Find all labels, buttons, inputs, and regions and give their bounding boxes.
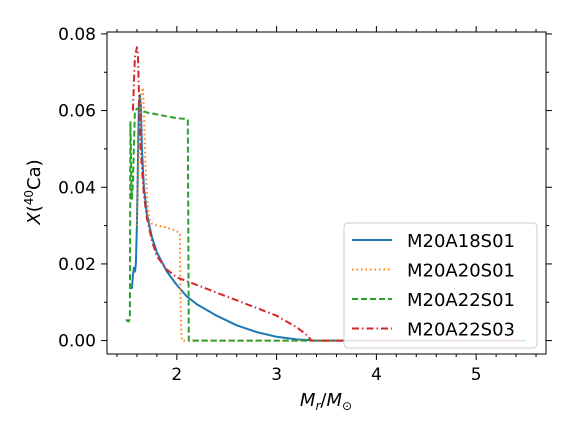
legend-label: M20A22S01	[407, 290, 515, 311]
x-axis-label: Mr/M⊙	[300, 390, 352, 413]
plot-frame	[106, 31, 547, 355]
legend-label: M20A18S01	[407, 231, 515, 252]
legend: M20A18S01 M20A20S01 M20A22S01 M20A22S03	[343, 222, 538, 349]
y-tick-label: 0.00	[58, 332, 96, 352]
y-tick-label: 0.02	[58, 255, 96, 275]
plot-lines	[125, 46, 526, 342]
x-tick-label: 2	[171, 365, 182, 385]
series-line-m20a22s03	[131, 46, 526, 342]
y-tick-label: 0.08	[58, 25, 96, 45]
axis-ticks	[101, 26, 552, 360]
y-tick-label: 0.04	[58, 178, 96, 198]
x-tick-label: 4	[371, 365, 382, 385]
legend-box	[343, 222, 538, 349]
legend-label: M20A20S01	[407, 261, 515, 282]
legend-label: M20A22S03	[407, 320, 515, 341]
y-axis-label: X(40Ca)	[22, 159, 45, 225]
x-tick-label: 3	[271, 365, 282, 385]
y-tick-label: 0.06	[58, 102, 96, 122]
tick-labels: 2 3 4 5 0.00 0.02 0.04 0.06 0.08	[58, 25, 481, 385]
x-tick-label: 5	[471, 365, 482, 385]
